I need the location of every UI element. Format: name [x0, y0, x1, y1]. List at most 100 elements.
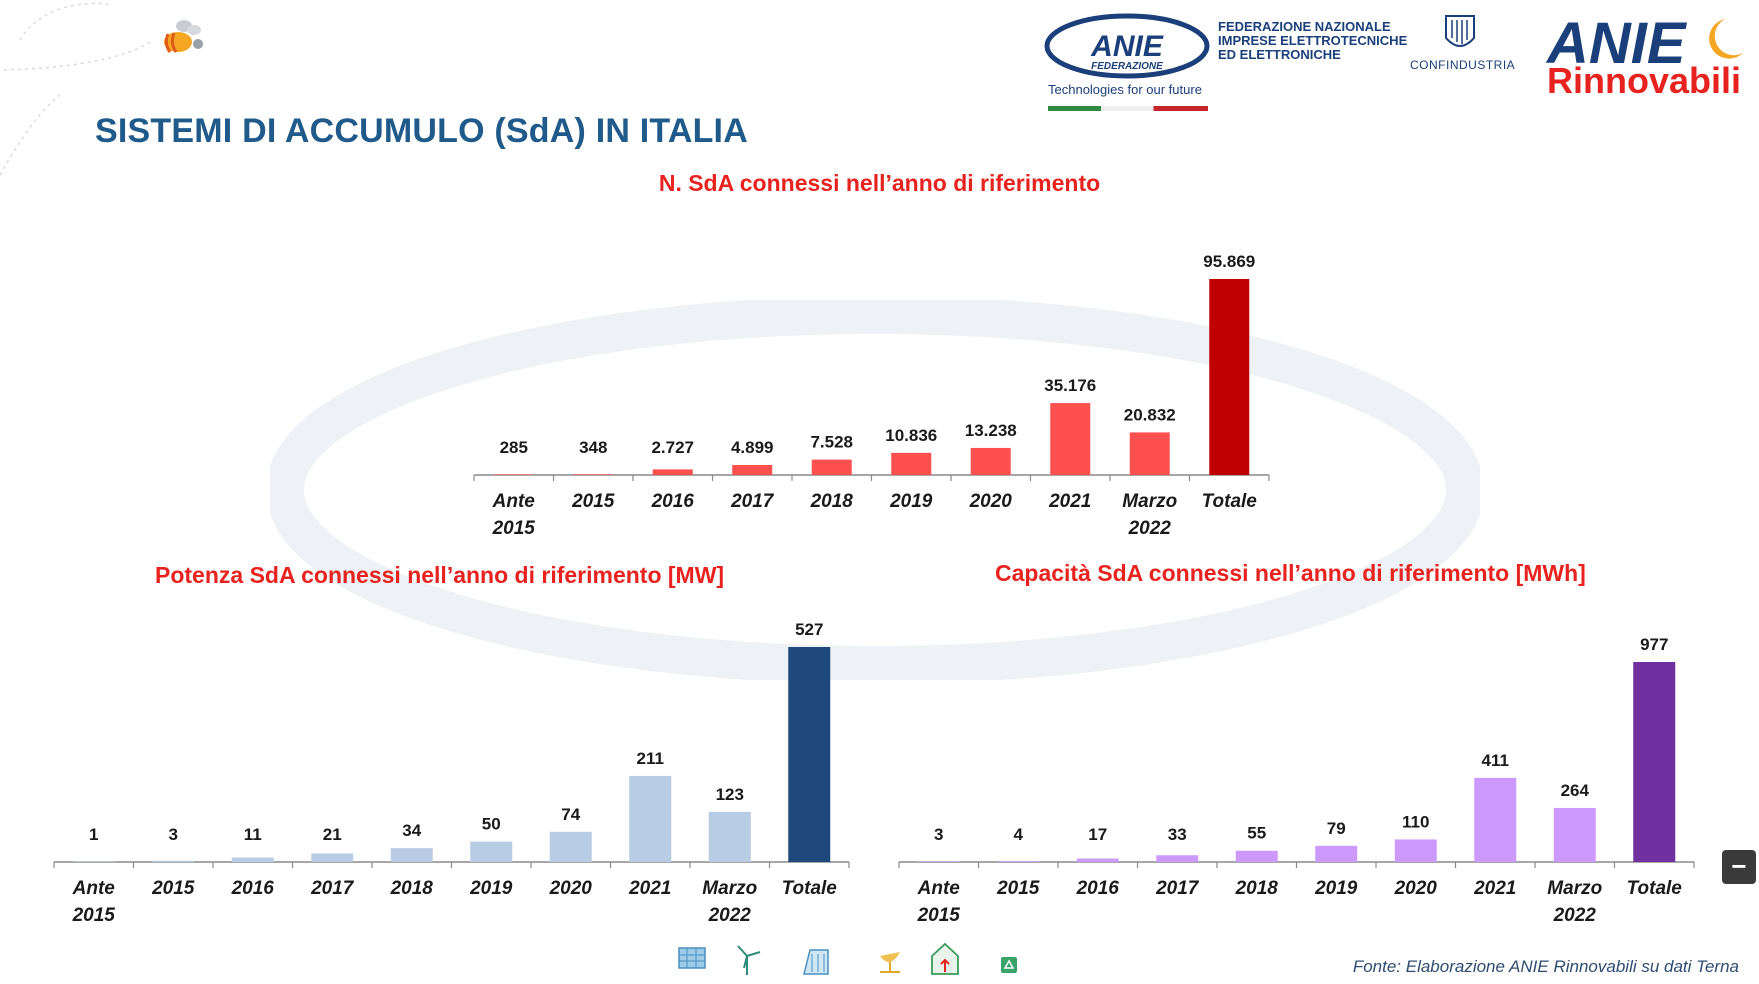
bar-9 [1633, 662, 1676, 862]
chart-n-sda: 285 Ante 2015 348 2015 2.727 2016 4.899 2017 7.52… [473, 252, 1270, 539]
x-tick-label-0: 2015 [917, 905, 961, 926]
bar-6 [970, 447, 1011, 475]
satellite-dish-icon [880, 952, 900, 973]
bar-9 [1209, 279, 1250, 475]
federation-line-2: IMPRESE ELETTROTECNICHE [1218, 33, 1408, 48]
data-label-6: 74 [561, 805, 580, 824]
anie-logo-text: ANIE [1090, 30, 1164, 63]
x-tick-label-9: Totale [1627, 878, 1683, 899]
x-tick-label-6: 2020 [969, 491, 1013, 512]
x-tick-label-2: 2016 [651, 491, 695, 512]
data-label-2: 2.727 [651, 438, 694, 457]
federation-line-3: ED ELETTRONICHE [1218, 47, 1341, 62]
bar-1 [997, 861, 1040, 862]
x-tick-label-8: Marzo [1547, 878, 1602, 899]
x-tick-label-4: 2018 [390, 878, 434, 899]
anie-rinnovabili-top: ANIE [1545, 11, 1688, 76]
x-tick-label-2: 2016 [1076, 878, 1120, 899]
x-tick-label-8: 2022 [1553, 905, 1597, 926]
x-tick-label-1: 2015 [151, 878, 195, 899]
data-label-4: 55 [1247, 824, 1266, 843]
bar-0 [493, 474, 534, 475]
x-tick-label-8: Marzo [1122, 491, 1177, 512]
bar-3 [1156, 855, 1199, 862]
data-label-1: 3 [169, 825, 178, 844]
data-label-4: 7.528 [810, 433, 853, 452]
wind-turbine-icon [737, 945, 761, 975]
data-label-7: 211 [637, 749, 664, 768]
data-label-0: 3 [934, 825, 943, 844]
zoom-out-button[interactable]: − [1722, 850, 1756, 884]
bar-6 [549, 831, 592, 862]
bar-7 [1474, 777, 1517, 862]
federation-line-1: FEDERAZIONE NAZIONALE [1218, 19, 1391, 34]
x-tick-label-7: 2021 [628, 878, 671, 899]
watermark [270, 300, 1480, 680]
x-tick-label-8: Marzo [702, 878, 757, 899]
x-tick-label-9: Totale [1202, 491, 1258, 512]
bar-2 [231, 857, 274, 862]
recycle-icon [1001, 957, 1017, 973]
x-tick-label-7: 2021 [1048, 491, 1091, 512]
bar-6 [1394, 839, 1437, 862]
bar-8 [1129, 432, 1170, 475]
italian-flag-stripe [1048, 106, 1208, 111]
bar-2 [1076, 858, 1119, 862]
data-label-8: 20.832 [1124, 405, 1176, 424]
bar-0 [917, 861, 960, 862]
bar-7 [1050, 403, 1091, 475]
x-tick-label-6: 2020 [1394, 878, 1438, 899]
bar-4 [1235, 850, 1278, 862]
data-label-1: 4 [1014, 825, 1024, 844]
x-tick-label-8: 2022 [1128, 518, 1172, 539]
data-label-6: 110 [1402, 812, 1429, 831]
x-tick-label-4: 2018 [810, 491, 854, 512]
bar-5 [891, 452, 932, 475]
bar-9 [788, 647, 831, 862]
data-label-2: 11 [244, 825, 262, 844]
x-tick-label-0: Ante [492, 491, 536, 512]
bar-3 [311, 853, 354, 862]
anie-rinnovabili-logo: ANIE Rinnovabili [1545, 11, 1743, 100]
bar-5 [1315, 845, 1358, 862]
bar-4 [390, 848, 433, 862]
data-label-6: 13.238 [965, 421, 1017, 440]
data-label-5: 10.836 [885, 426, 937, 445]
x-tick-label-1: 2015 [996, 878, 1040, 899]
x-tick-label-6: 2020 [549, 878, 593, 899]
bee-logo-icon [164, 20, 203, 53]
data-label-3: 21 [323, 825, 342, 844]
x-tick-label-3: 2017 [1155, 878, 1200, 899]
bar-4 [811, 459, 852, 475]
data-label-7: 35.176 [1044, 376, 1096, 395]
bar-5 [470, 841, 513, 862]
data-label-4: 34 [402, 821, 421, 840]
data-label-9: 527 [795, 620, 823, 639]
decorative-orbit [0, 2, 151, 176]
x-tick-label-8: 2022 [708, 905, 752, 926]
x-tick-label-7: 2021 [1473, 878, 1516, 899]
data-label-0: 1 [89, 825, 98, 844]
x-tick-label-5: 2019 [1314, 878, 1358, 899]
chart-potenza: 1 Ante 2015 3 2015 11 2016 21 2017 34 2018 50 2019 74… [53, 620, 850, 926]
chart1-title: N. SdA connessi nell’anno di riferimento [658, 170, 1101, 196]
bar-3 [732, 464, 773, 475]
bar-8 [1553, 807, 1596, 862]
federation-text: FEDERAZIONE NAZIONALE IMPRESE ELETTROTEC… [1218, 20, 1408, 62]
data-label-3: 33 [1168, 825, 1187, 844]
data-label-3: 4.899 [731, 438, 774, 457]
x-tick-label-1: 2015 [571, 491, 615, 512]
chart2-title: Potenza SdA connessi nell’anno di riferi… [155, 562, 725, 588]
data-label-8: 123 [716, 785, 744, 804]
anie-federazione-logo: ANIE FEDERAZIONE [1044, 13, 1210, 79]
anie-rinnovabili-bottom: Rinnovabili [1547, 60, 1741, 100]
x-tick-label-9: Totale [782, 878, 838, 899]
house-icon [931, 942, 959, 975]
data-label-0: 285 [500, 438, 528, 457]
bar-2 [652, 469, 693, 475]
hydro-icon [803, 949, 829, 975]
x-tick-label-4: 2018 [1235, 878, 1279, 899]
confindustria-emblem-icon [1445, 15, 1475, 47]
anie-logo-sub: FEDERAZIONE [1091, 61, 1163, 72]
data-label-9: 977 [1640, 635, 1668, 654]
